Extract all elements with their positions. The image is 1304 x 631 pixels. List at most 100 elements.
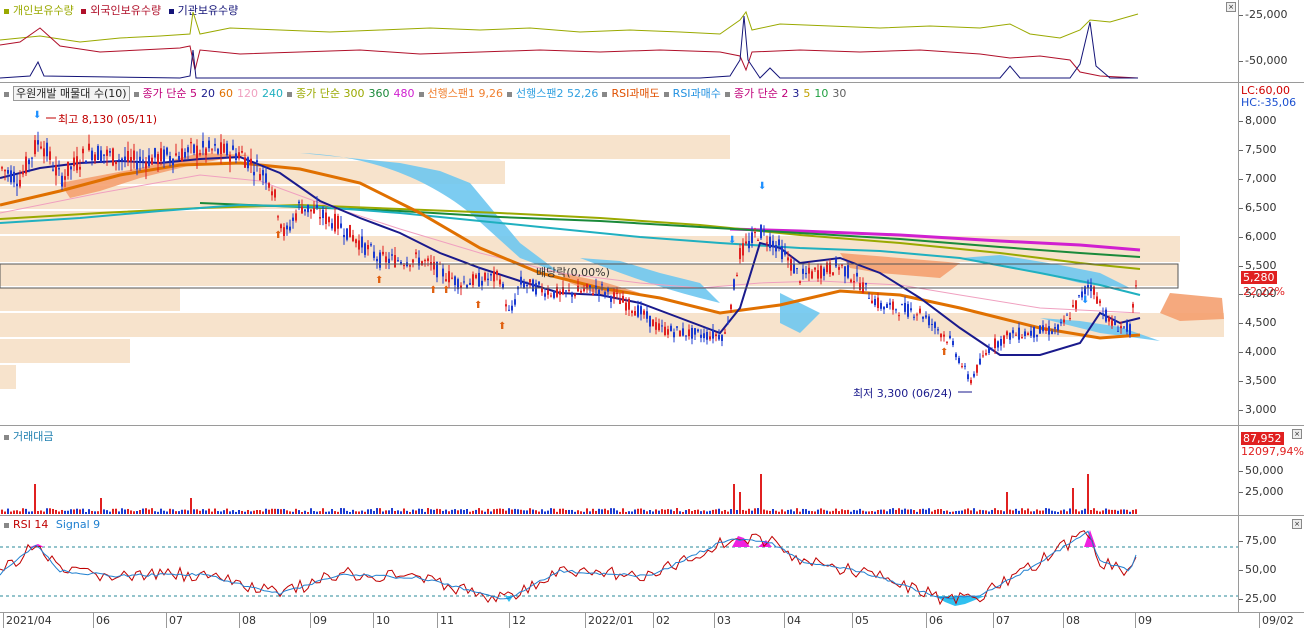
- volume-bar: [736, 510, 738, 514]
- candle-body: [925, 315, 927, 318]
- volume-bar: [4, 511, 6, 514]
- candle-body: [256, 160, 258, 163]
- holdings-plot: [0, 10, 1139, 79]
- volume-bar: [250, 511, 252, 514]
- volume-bar: [301, 511, 303, 514]
- candle-body: [1057, 324, 1059, 331]
- volume-bar: [22, 508, 24, 514]
- candle-body: [118, 159, 120, 161]
- candle-body: [1018, 327, 1020, 340]
- volume-bar: [325, 511, 327, 514]
- candle-body: [1120, 326, 1122, 329]
- candle-body: [997, 341, 999, 348]
- volume-bar: [322, 508, 324, 514]
- volume-bar: [136, 511, 138, 514]
- axis-tick: 4,500: [1239, 316, 1277, 330]
- up-arrow-icon: ⬆: [375, 275, 383, 286]
- candle-body: [385, 256, 387, 263]
- candle-body: [322, 209, 324, 219]
- candle-body: [1072, 305, 1074, 307]
- legend-marker: [506, 91, 512, 97]
- volume-bar: [925, 509, 927, 514]
- up-arrow-icon: ⬆: [498, 321, 506, 332]
- candle-body: [130, 157, 132, 162]
- volume-bar: [403, 508, 405, 514]
- candle-body: [658, 323, 660, 331]
- volume-bar: [139, 509, 141, 514]
- legend-marker: [663, 91, 669, 97]
- candle-body: [19, 179, 21, 187]
- candle-body: [1132, 303, 1134, 308]
- volume-bar: [721, 511, 723, 514]
- volume-bar: [217, 511, 219, 514]
- candle-body: [244, 157, 246, 168]
- candle-body: [967, 374, 969, 380]
- volume-bar: [121, 508, 123, 514]
- volume-bar: [955, 511, 957, 514]
- volume-bar: [367, 509, 369, 514]
- candle-body: [913, 316, 915, 318]
- volume-bar: [1108, 509, 1110, 514]
- volume-bar: [601, 509, 603, 514]
- close-panel-icon[interactable]: ×: [1292, 429, 1302, 439]
- volume-bar: [1045, 508, 1047, 514]
- candle-body: [1024, 331, 1026, 336]
- candle-body: [277, 216, 279, 218]
- up-arrow-icon: ⬆: [442, 285, 450, 296]
- candle-body: [307, 204, 309, 213]
- candle-body: [580, 290, 582, 293]
- volume-bar: [856, 510, 858, 514]
- volume-bar: [709, 510, 711, 514]
- volume-bar: [448, 511, 450, 514]
- volume-bar: [295, 508, 297, 514]
- candle-body: [487, 278, 489, 281]
- volume-bar: [496, 508, 498, 514]
- candle-body: [148, 155, 150, 167]
- candle-body: [562, 287, 564, 295]
- volume-bar: [112, 508, 114, 514]
- candle-body: [229, 155, 231, 162]
- candle-body: [712, 329, 714, 339]
- volume-bar: [1048, 508, 1050, 514]
- candle-body: [421, 261, 423, 265]
- candle-body: [592, 293, 594, 295]
- volume-bar: [973, 508, 975, 514]
- candle-body: [409, 265, 411, 267]
- close-panel-icon[interactable]: ×: [1292, 519, 1302, 529]
- x-axis-label: 09: [1135, 612, 1152, 628]
- volume-bar: [1018, 510, 1020, 514]
- volume-bar: [616, 510, 618, 514]
- candle-body: [301, 206, 303, 214]
- volume-panel: 거래대금: [0, 426, 1238, 516]
- candle-body: [136, 161, 138, 170]
- candle-body: [817, 270, 819, 279]
- candle-body: [871, 300, 873, 304]
- candle-body: [1081, 291, 1083, 298]
- legend-signal: Signal 9: [55, 518, 101, 531]
- volume-bar: [670, 509, 672, 514]
- candle-body: [643, 310, 645, 315]
- x-axis-label: 03: [714, 612, 731, 628]
- legend-item: 30: [832, 87, 847, 100]
- ma-120-line: [0, 174, 1141, 314]
- volume-bar: [259, 510, 261, 514]
- candle-body: [835, 259, 837, 267]
- candle-body: [58, 168, 60, 170]
- close-panel-icon[interactable]: ×: [1226, 2, 1236, 12]
- candle-body: [442, 268, 444, 277]
- oversold-fill: [505, 596, 985, 606]
- candle-body: [766, 242, 768, 244]
- volume-bar: [976, 511, 978, 514]
- volume-bar: [988, 511, 990, 514]
- volume-bar: [1036, 509, 1038, 514]
- volume-bar: [646, 511, 648, 514]
- volume-bar: [268, 509, 270, 514]
- volume-bar: [163, 510, 165, 514]
- candle-body: [475, 274, 477, 279]
- volume-bar: [487, 508, 489, 514]
- volume-bar: [316, 511, 318, 514]
- volume-bar: [685, 510, 687, 514]
- candle-body: [988, 347, 990, 353]
- candle-body: [973, 373, 975, 377]
- volume-bar: [880, 509, 882, 514]
